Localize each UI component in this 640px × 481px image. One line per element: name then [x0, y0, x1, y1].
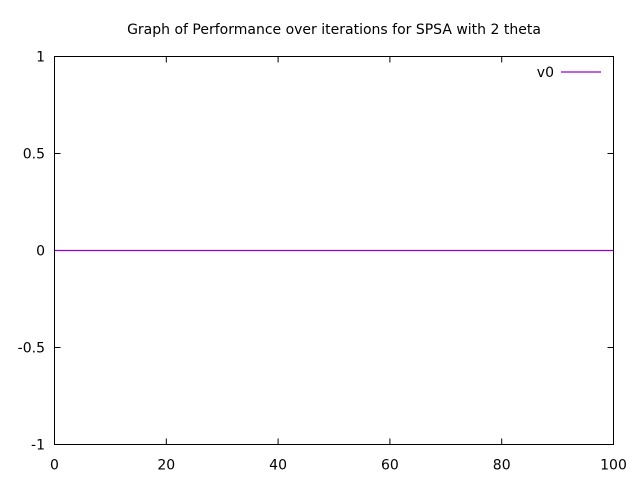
plot-frame — [54, 56, 614, 445]
x-tick-label: 20 — [157, 458, 175, 474]
y-tick-label: 1 — [36, 50, 45, 66]
x-tick-label: 80 — [493, 458, 511, 474]
chart-title: Graph of Performance over iterations for… — [127, 22, 541, 38]
x-tick-label: 0 — [50, 458, 59, 474]
legend-label: v0 — [537, 65, 554, 81]
y-tick-label: -0.5 — [18, 341, 45, 357]
y-tick-label: 0.5 — [23, 147, 45, 163]
x-tick-label: 60 — [381, 458, 399, 474]
x-tick-label: 40 — [269, 458, 287, 474]
x-tick-label: 100 — [600, 458, 627, 474]
tick-labels: 0 20 40 60 80 100 -1 -0.5 0 0.5 1 — [18, 50, 627, 474]
legend: v0 — [537, 65, 601, 81]
y-tick-label: 0 — [36, 244, 45, 260]
y-tick-label: -1 — [31, 438, 45, 454]
